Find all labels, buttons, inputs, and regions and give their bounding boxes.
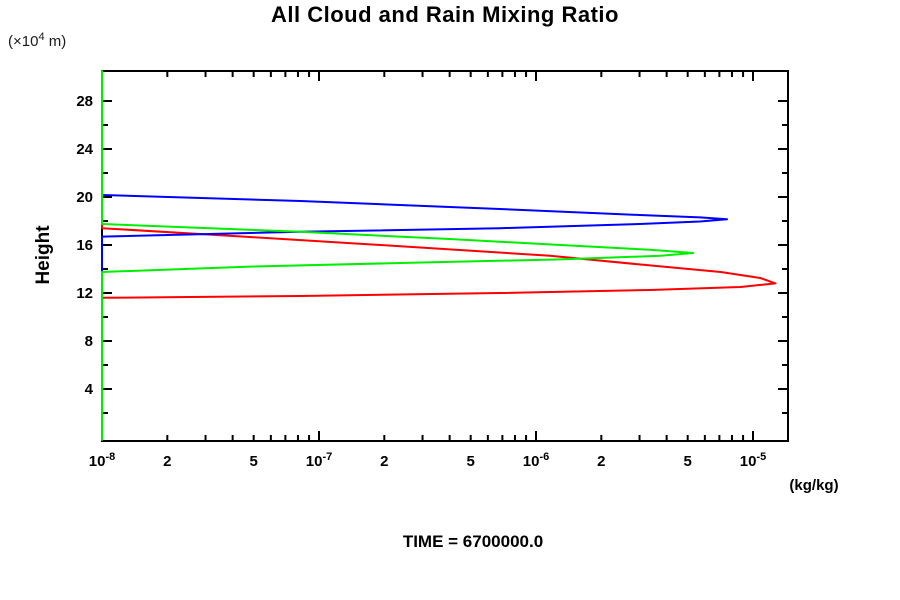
x-tick-label-decade: 10-7 (306, 451, 332, 470)
time-annotation: TIME = 6700000.0 (402, 532, 544, 551)
y-tick-label: 8 (85, 333, 93, 350)
y-tick-label: 28 (76, 93, 93, 110)
x-tick-label-decade: 10-6 (523, 451, 549, 470)
x-tick-label-minor: 2 (380, 453, 388, 470)
y-unit-prefix: (×10 (8, 33, 39, 50)
x-tick-label-minor: 5 (250, 453, 258, 470)
plot-frame (101, 70, 789, 442)
curve-blue-profile (101, 70, 729, 441)
x-tick-label-decade: 10-5 (740, 451, 766, 470)
x-tick-label-minor: 2 (597, 453, 605, 470)
chart-title: All Cloud and Rain Mixing Ratio (271, 2, 619, 27)
y-tick-label: 20 (76, 189, 93, 206)
y-unit-suffix: m) (44, 33, 67, 50)
curve-green-profile (101, 70, 695, 441)
x-axis-unit-label: (kg/kg) (789, 477, 839, 494)
y-tick-label: 16 (76, 237, 93, 254)
x-tick-label-minor: 5 (467, 453, 475, 470)
x-tick-label-decade: 10-8 (89, 451, 115, 470)
y-axis-unit-label: (×104 m) (8, 31, 66, 50)
curve-red-profile (101, 70, 777, 441)
y-tick-label: 24 (76, 141, 93, 158)
x-tick-label-minor: 5 (684, 453, 692, 470)
y-tick-label: 4 (85, 381, 94, 398)
y-tick-label: 12 (76, 285, 93, 302)
x-tick-label-minor: 2 (163, 453, 171, 470)
y-unit-exponent: 4 (38, 31, 45, 43)
